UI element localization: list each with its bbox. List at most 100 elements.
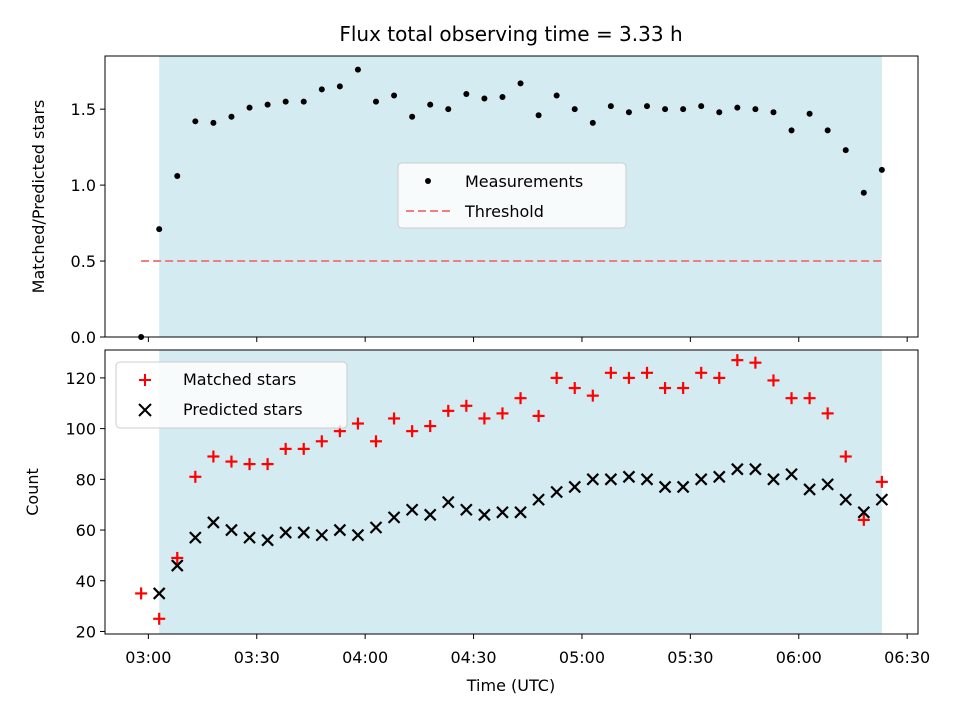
predicted-star-point bbox=[405, 503, 419, 517]
matched-star-point bbox=[442, 404, 455, 417]
predicted-star-point bbox=[586, 473, 600, 486]
measurement-point bbox=[318, 86, 325, 93]
measurement-point bbox=[300, 98, 307, 105]
measurement-point bbox=[499, 94, 506, 101]
measurement-point bbox=[174, 172, 181, 179]
matched-star-point bbox=[496, 407, 509, 420]
measurement-point bbox=[553, 92, 560, 99]
matched-star-point bbox=[261, 458, 274, 471]
predicted-star-point bbox=[767, 473, 780, 486]
measurement-point bbox=[210, 119, 217, 126]
matched-star-point bbox=[568, 382, 581, 395]
bottom-panel-frame bbox=[104, 349, 919, 635]
matched-star-point bbox=[821, 407, 834, 420]
predicted-star-point bbox=[785, 467, 798, 481]
top-legend-box bbox=[397, 162, 627, 229]
measurement-point bbox=[373, 98, 379, 105]
measurement-point bbox=[391, 92, 398, 99]
measurement-point bbox=[734, 104, 741, 111]
x-tick-label: 05:30 bbox=[667, 648, 713, 667]
top-panel: 0.0 0.5 1.0 1.5 Matched/Predicted stars Mea… bbox=[29, 55, 919, 347]
matched-star-point bbox=[135, 587, 148, 600]
matched-star-point bbox=[749, 356, 762, 369]
predicted-star-point bbox=[261, 533, 274, 547]
predicted-star-point bbox=[441, 495, 455, 509]
x-tick-label: 06:30 bbox=[884, 648, 930, 667]
matched-star-point bbox=[315, 435, 328, 448]
measurement-point bbox=[246, 104, 253, 111]
bottom-panel: 20 40 60 80 100 120 03:00 03:30 04:00 04:30 05:00… bbox=[23, 349, 930, 695]
matched-star-point bbox=[297, 442, 310, 455]
matched-star-point bbox=[731, 354, 744, 367]
measurement-point bbox=[878, 166, 885, 173]
measurement-point bbox=[156, 226, 163, 233]
matched-star-point bbox=[659, 382, 672, 395]
predicted-star-point bbox=[152, 587, 166, 600]
bottom-y-tick-label: 40 bbox=[76, 572, 96, 591]
legend-threshold-label: Threshold bbox=[464, 202, 544, 221]
predicted-star-point bbox=[514, 506, 527, 519]
predicted-star-point bbox=[658, 480, 672, 494]
matched-star-point bbox=[586, 389, 599, 402]
predicted-star-point bbox=[803, 483, 816, 496]
matched-star-point bbox=[677, 382, 690, 395]
measurement-point bbox=[860, 189, 867, 196]
predicted-star-point bbox=[532, 493, 545, 506]
legend-measurements-label: Measurements bbox=[465, 172, 583, 191]
measurement-point bbox=[264, 101, 271, 108]
matched-star-point bbox=[460, 399, 473, 412]
matched-star-point bbox=[406, 425, 419, 438]
predicted-star-point bbox=[225, 523, 238, 537]
measurement-point bbox=[445, 106, 452, 113]
legend-matched-marker bbox=[139, 374, 151, 386]
measurement-point bbox=[716, 109, 723, 116]
bottom-x-ticks: 03:00 03:30 04:00 04:30 05:00 05:30 06:00 06:30 bbox=[125, 634, 930, 667]
bottom-y-ticks: 20 40 60 80 100 120 bbox=[65, 369, 105, 641]
matched-star-point bbox=[875, 475, 888, 488]
matched-star-point bbox=[478, 412, 491, 425]
top-y-tick-label: 1.0 bbox=[71, 176, 96, 195]
matched-star-point bbox=[839, 450, 852, 463]
matched-star-point bbox=[695, 366, 708, 379]
predicted-star-point bbox=[712, 470, 726, 484]
matched-star-point bbox=[388, 412, 401, 425]
bottom-y-tick-label: 120 bbox=[65, 369, 96, 388]
measurement-point bbox=[644, 103, 650, 110]
top-y-tick-label: 0.0 bbox=[71, 328, 96, 347]
top-y-ticks: 0.0 0.5 1.0 1.5 bbox=[71, 100, 105, 347]
matched-star-point bbox=[424, 420, 437, 433]
matched-star-point bbox=[207, 450, 220, 463]
matched-star-point bbox=[532, 409, 545, 422]
measurement-point bbox=[698, 103, 705, 110]
measurement-point bbox=[824, 127, 831, 134]
bottom-panel-marks bbox=[135, 354, 889, 625]
measurement-point bbox=[282, 98, 289, 105]
measurement-point bbox=[517, 80, 524, 87]
x-tick-label: 06:00 bbox=[776, 648, 822, 667]
predicted-star-point bbox=[297, 526, 311, 539]
bottom-legend: Matched stars Predicted stars bbox=[115, 361, 348, 429]
matched-star-point bbox=[641, 366, 653, 379]
measurement-point bbox=[752, 106, 759, 113]
predicted-star-point bbox=[568, 480, 582, 494]
matched-star-point bbox=[550, 371, 563, 384]
measurement-point bbox=[354, 66, 361, 73]
top-legend: Measurements Threshold bbox=[397, 162, 627, 229]
predicted-star-point bbox=[749, 462, 762, 476]
predicted-star-point bbox=[279, 526, 292, 539]
x-tick-label: 04:30 bbox=[451, 648, 497, 667]
predicted-star-point bbox=[207, 516, 220, 529]
top-y-axis-label: Matched/Predicted stars bbox=[29, 100, 48, 294]
measurement-point bbox=[680, 106, 687, 113]
measurement-point bbox=[842, 147, 849, 154]
bottom-y-axis-label: Count bbox=[23, 468, 42, 516]
bottom-y-tick-label: 60 bbox=[76, 521, 96, 540]
matched-star-point bbox=[171, 551, 184, 564]
measurement-point bbox=[481, 95, 488, 102]
predicted-star-point bbox=[387, 511, 401, 524]
measurement-point bbox=[409, 113, 416, 120]
predicted-star-point bbox=[604, 473, 618, 486]
predicted-star-point bbox=[839, 493, 853, 506]
x-tick-label: 05:00 bbox=[559, 648, 605, 667]
predicted-star-point bbox=[315, 528, 329, 542]
